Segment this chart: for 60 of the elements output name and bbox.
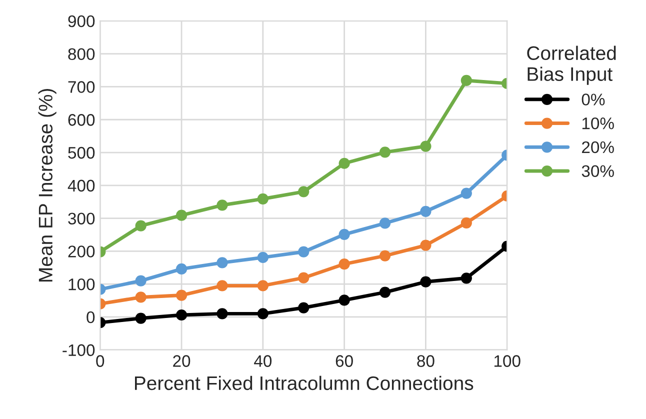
point bbox=[379, 250, 391, 262]
x-tick-label: 40 bbox=[254, 355, 272, 367]
y-axis-title: Mean EP Increase (%) bbox=[38, 88, 56, 282]
point bbox=[298, 246, 310, 258]
x-tick-label: 80 bbox=[417, 355, 434, 367]
legend-label: 0% bbox=[582, 94, 605, 106]
legend-label: 20% bbox=[582, 141, 614, 154]
point bbox=[379, 286, 391, 298]
point bbox=[460, 188, 472, 199]
point bbox=[338, 228, 350, 240]
point bbox=[135, 292, 146, 303]
point bbox=[216, 280, 228, 292]
x-tick-label: 100 bbox=[494, 355, 520, 367]
y-tick-label: 100 bbox=[68, 278, 95, 290]
point bbox=[135, 312, 146, 324]
point bbox=[176, 263, 188, 275]
x-tick-label: 0 bbox=[96, 355, 104, 367]
point bbox=[379, 218, 391, 229]
point bbox=[298, 302, 310, 314]
point bbox=[257, 280, 268, 292]
point bbox=[420, 276, 432, 288]
point bbox=[338, 258, 350, 270]
point bbox=[460, 272, 472, 284]
point bbox=[216, 200, 228, 211]
point bbox=[216, 308, 228, 320]
y-tick-label: -100 bbox=[62, 344, 95, 356]
point bbox=[338, 158, 350, 169]
point bbox=[420, 206, 432, 217]
point bbox=[257, 308, 268, 320]
y-tick-label: 500 bbox=[68, 146, 95, 159]
point bbox=[135, 275, 146, 286]
legend-label: 30% bbox=[582, 165, 614, 178]
legend-title: Correlated Bias Input bbox=[527, 46, 616, 85]
point bbox=[257, 193, 268, 204]
point bbox=[460, 74, 472, 86]
point bbox=[176, 309, 188, 321]
point bbox=[176, 290, 188, 301]
y-tick-label: 900 bbox=[68, 15, 95, 28]
point bbox=[298, 272, 310, 284]
x-tick-label: 60 bbox=[336, 355, 353, 367]
point bbox=[257, 252, 268, 263]
point bbox=[420, 240, 432, 251]
point bbox=[216, 257, 228, 268]
y-tick-label: 600 bbox=[68, 114, 95, 126]
y-tick-label: 300 bbox=[68, 212, 95, 224]
legend-label: 10% bbox=[582, 117, 614, 130]
point bbox=[460, 217, 472, 228]
y-tick-label: 200 bbox=[68, 246, 95, 258]
y-tick-label: 700 bbox=[68, 81, 95, 93]
point bbox=[135, 220, 146, 232]
y-tick-label: 800 bbox=[68, 48, 95, 60]
x-tick-label: 20 bbox=[173, 355, 190, 367]
x-axis-title: Percent Fixed Intracolumn Connections bbox=[135, 376, 474, 390]
y-tick-label: 0 bbox=[86, 311, 95, 324]
y-tick-label: 400 bbox=[68, 180, 95, 192]
point bbox=[176, 210, 188, 221]
point bbox=[298, 186, 310, 198]
point bbox=[338, 294, 350, 306]
point bbox=[379, 146, 391, 158]
point bbox=[420, 140, 432, 152]
